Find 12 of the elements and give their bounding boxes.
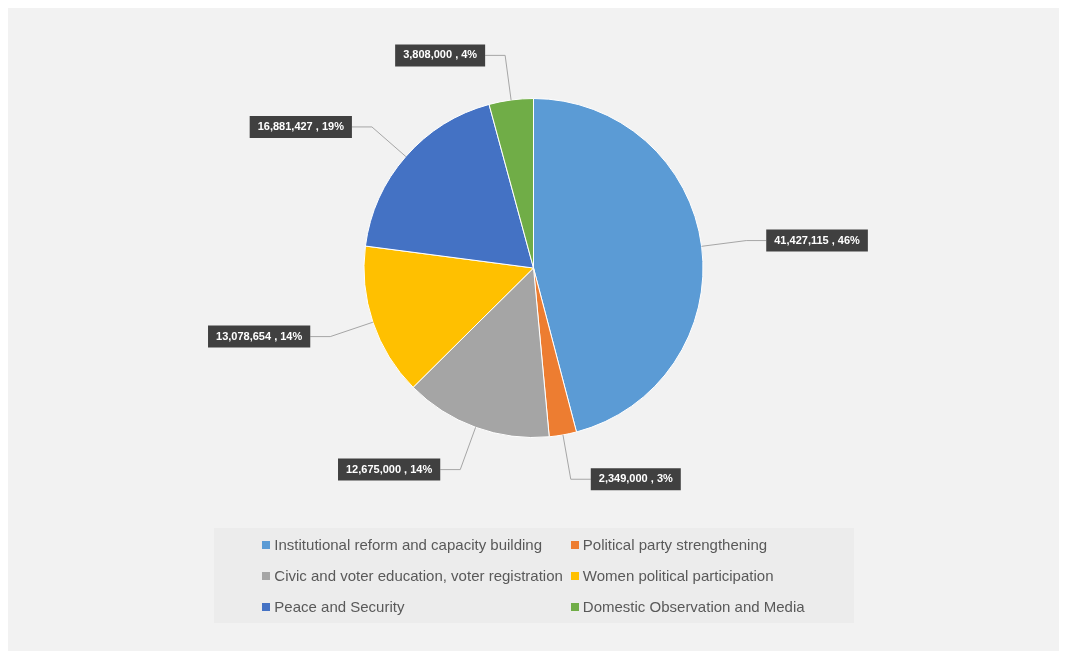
data-label: 2,349,000 , 3% bbox=[598, 472, 673, 485]
data-label: 41,427,115 , 46% bbox=[774, 233, 861, 246]
legend-label: Peace and Security bbox=[274, 598, 405, 615]
legend-label: Domestic Observation and Media bbox=[582, 598, 805, 615]
data-label: 16,881,427 , 19% bbox=[257, 119, 345, 132]
data-label: 13,078,654 , 14% bbox=[216, 329, 303, 342]
legend-label: Women political participation bbox=[582, 567, 774, 584]
legend-label: Civic and voter education, voter registration bbox=[274, 567, 563, 584]
legend-label: Political party strengthening bbox=[582, 536, 768, 553]
data-label: 12,675,000 , 14% bbox=[346, 462, 433, 475]
legend-label: Institutional reform and capacity building bbox=[274, 536, 543, 553]
data-label: 3,808,000 , 4% bbox=[403, 48, 478, 61]
